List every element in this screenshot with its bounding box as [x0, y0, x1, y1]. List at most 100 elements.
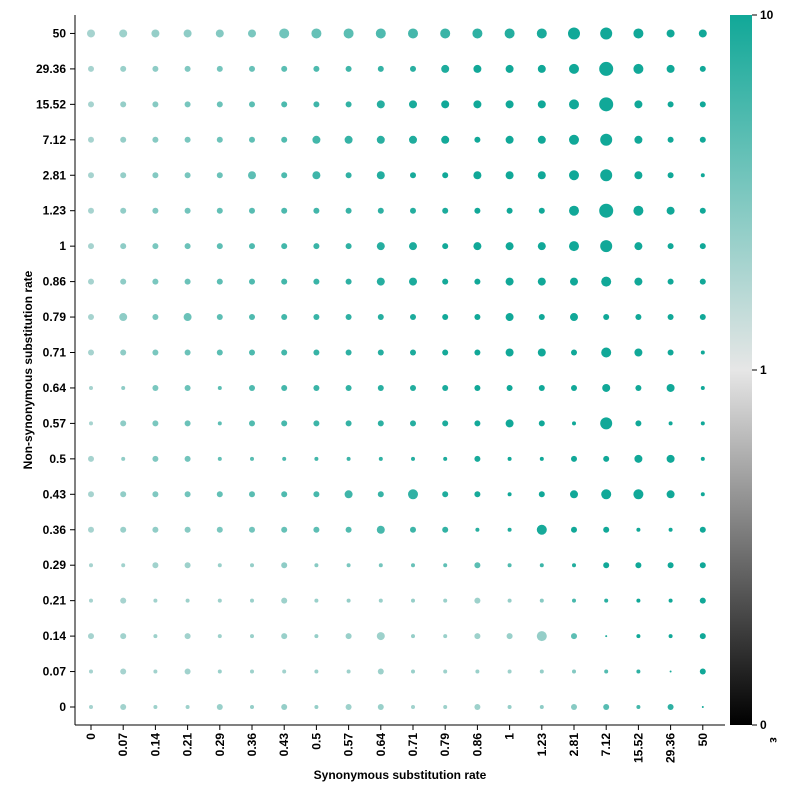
bubble-mark	[474, 384, 481, 391]
x-tick-label: 0.36	[245, 733, 259, 757]
bubble-mark	[120, 207, 127, 214]
bubble-mark	[505, 419, 514, 428]
bubble-mark	[184, 633, 191, 640]
bubble-mark	[505, 100, 514, 109]
bubble-mark	[474, 633, 481, 640]
bubble-mark	[89, 563, 93, 568]
bubble-mark	[604, 669, 609, 674]
bubble-mark	[281, 562, 288, 569]
bubble-mark	[505, 171, 514, 180]
bubble-mark	[410, 314, 416, 321]
bubble-mark	[314, 598, 319, 603]
bubble-mark	[88, 172, 94, 179]
bubble-mark	[410, 420, 416, 427]
bubble-mark	[569, 205, 579, 216]
bubble-mark	[443, 634, 448, 639]
bubble-mark	[472, 28, 483, 39]
bubble-mark	[634, 242, 643, 251]
bubble-mark	[636, 634, 641, 639]
bubble-mark	[345, 384, 352, 391]
bubble-mark	[700, 492, 705, 497]
bubble-mark	[279, 28, 290, 39]
bubble-mark	[153, 669, 158, 674]
bubble-mark	[537, 242, 546, 251]
y-axis-title: Non-synonymous substitution rate	[21, 270, 35, 469]
bubble-mark	[183, 29, 192, 38]
bubble-mark	[569, 170, 579, 181]
bubble-mark	[571, 384, 577, 391]
bubble-mark	[377, 491, 384, 498]
bubble-mark	[378, 563, 383, 568]
bubble-mark	[376, 171, 385, 180]
bubble-mark	[506, 384, 513, 391]
bubble-mark	[313, 384, 320, 391]
bubble-mark	[539, 563, 544, 568]
bubble-mark	[410, 207, 416, 214]
x-tick-label: 29.36	[664, 733, 678, 763]
bubble-mark	[88, 349, 94, 356]
bubble-mark	[217, 669, 222, 674]
bubble-mark	[569, 241, 579, 252]
bubble-mark	[601, 347, 612, 358]
bubble-mark	[537, 277, 546, 286]
colorbar-tick-label: 0	[760, 718, 767, 732]
bubble-mark	[699, 207, 706, 214]
bubble-mark	[184, 243, 191, 250]
bubble-mark	[667, 136, 674, 143]
x-tick-label: 0.64	[374, 733, 388, 757]
bubble-mark	[537, 100, 546, 109]
y-tick-label: 0.57	[43, 416, 67, 430]
bubble-mark	[313, 349, 320, 356]
bubble-mark	[216, 65, 223, 72]
bubble-mark	[411, 705, 415, 709]
bubble-mark	[572, 563, 576, 568]
bubble-mark	[506, 633, 513, 640]
bubble-mark	[152, 136, 159, 143]
bubble-mark	[667, 349, 674, 356]
bubble-mark	[314, 563, 319, 568]
bubble-mark	[249, 384, 255, 391]
x-tick-label: 1	[503, 733, 517, 740]
bubble-mark	[473, 64, 482, 73]
bubble-mark	[599, 61, 614, 76]
bubble-mark	[250, 705, 254, 709]
bubble-mark	[699, 597, 706, 604]
y-tick-label: 29.36	[36, 62, 66, 76]
bubble-mark	[345, 704, 352, 710]
bubble-mark	[249, 278, 255, 285]
bubble-mark	[635, 420, 642, 427]
bubble-mark	[121, 456, 126, 461]
y-tick-label: 0.71	[43, 346, 67, 360]
bubble-mark	[699, 562, 706, 569]
bubble-mark	[345, 633, 352, 640]
bubble-mark	[505, 64, 514, 73]
bubble-mark	[600, 169, 613, 182]
bubble-mark	[443, 598, 448, 603]
bubble-mark	[667, 101, 674, 108]
bubble-mark	[184, 278, 191, 285]
colorbar-tick-label: 10	[760, 8, 774, 22]
bubble-mark	[215, 29, 224, 38]
bubble-mark	[507, 527, 512, 532]
bubble-mark	[603, 455, 610, 462]
bubble-mark	[537, 64, 546, 73]
bubble-mark	[377, 420, 384, 427]
bubble-mark	[250, 669, 254, 674]
bubble-mark	[249, 207, 255, 214]
bubble-mark	[216, 101, 223, 108]
bubble-mark	[572, 598, 576, 603]
bubble-mark	[377, 704, 384, 710]
bubble-mark	[282, 456, 287, 461]
bubble-mark	[88, 526, 94, 533]
bubble-mark	[249, 314, 255, 321]
colorbar-gradient	[730, 15, 752, 725]
bubble-mark	[474, 136, 481, 143]
colorbar-tick-label: 1	[760, 363, 767, 377]
bubble-mark	[377, 349, 384, 356]
bubble-mark	[507, 705, 512, 709]
bubble-mark	[699, 136, 706, 143]
colorbar-label: ε	[767, 737, 781, 743]
x-tick-label: 1.23	[535, 733, 549, 757]
bubble-mark	[700, 173, 705, 178]
